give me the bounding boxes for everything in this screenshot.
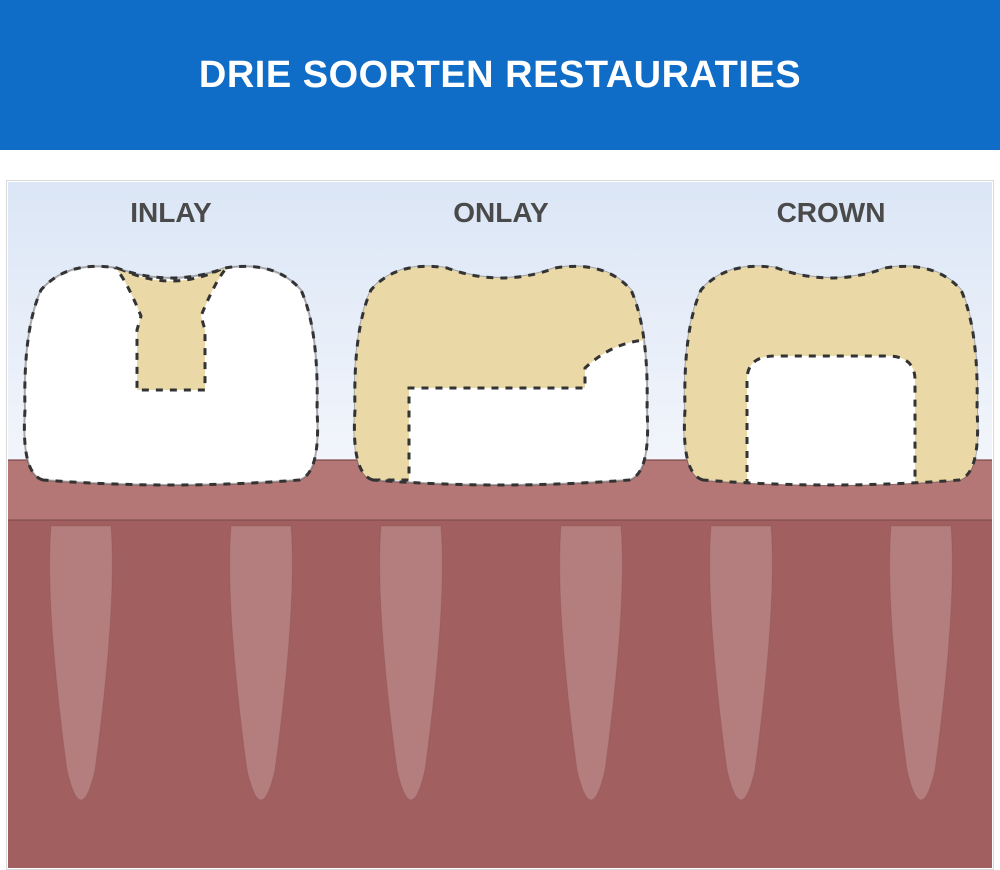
tooth-label: CROWN <box>777 197 886 228</box>
restoration-diagram: INLAY ONLAY CROWN <box>6 180 994 870</box>
header-title: DRIE SOORTEN RESTAURATIES <box>199 54 801 97</box>
tooth-label: INLAY <box>130 197 212 228</box>
diagram-container: INLAY ONLAY CROWN <box>6 180 994 870</box>
header-bar: DRIE SOORTEN RESTAURATIES <box>0 0 1000 150</box>
tooth-label: ONLAY <box>453 197 549 228</box>
